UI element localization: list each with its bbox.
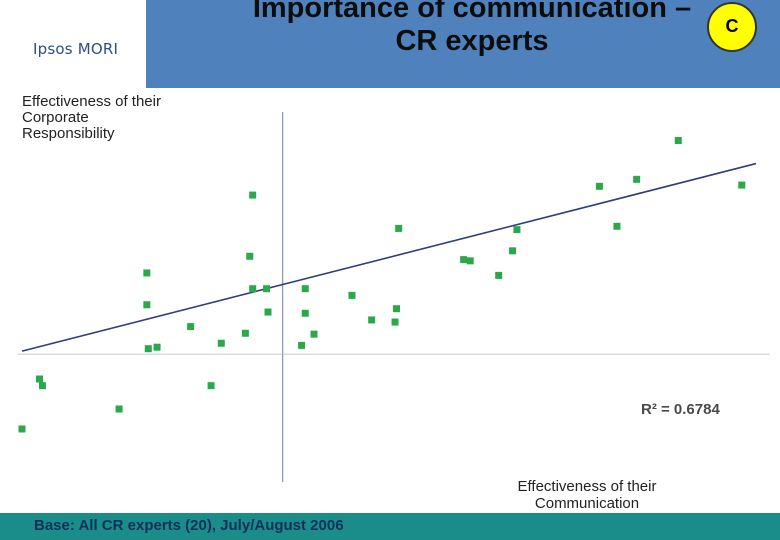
data-point-17 <box>264 308 272 316</box>
x-axis-label: Effectiveness of their Communication <box>518 478 657 512</box>
data-point-13 <box>246 252 254 260</box>
data-point-32 <box>595 182 603 190</box>
data-point-31 <box>513 226 521 234</box>
data-point-28 <box>466 257 474 265</box>
slide-title: Importance of communication – CR experts <box>242 0 702 58</box>
data-point-20 <box>301 285 309 293</box>
data-point-26 <box>395 224 403 232</box>
section-badge: C <box>707 2 757 52</box>
y-axis-label-line-2: Corporate <box>22 109 89 126</box>
data-point-36 <box>738 181 746 189</box>
ipsos-mori-logo: Ipsos MORI <box>33 40 119 58</box>
y-axis-label-line-1: Effectiveness of their <box>22 93 161 110</box>
r-squared-annotation: R² = 0.6784 <box>641 401 720 418</box>
data-point-33 <box>613 222 621 230</box>
y-axis-label-line-3: Responsibility <box>22 125 115 142</box>
data-point-23 <box>368 316 376 324</box>
footer-band: Base: All CR experts (20), July/August 2… <box>0 513 780 540</box>
data-point-15 <box>249 285 257 293</box>
data-point-9 <box>187 323 195 331</box>
trendline-group <box>21 162 757 352</box>
data-point-19 <box>301 309 309 317</box>
data-point-2 <box>36 375 44 383</box>
title-band: Importance of communication – CR experts <box>146 0 780 88</box>
slide-header: Ipsos MORI Importance of communication –… <box>0 0 780 88</box>
data-point-7 <box>144 345 152 353</box>
data-point-35 <box>674 137 682 145</box>
base-note: Base: All CR experts (20), July/August 2… <box>34 517 344 534</box>
data-point-22 <box>348 291 356 299</box>
data-point-29 <box>495 271 503 279</box>
logo-area: Ipsos MORI <box>0 0 144 88</box>
data-point-21 <box>310 330 318 338</box>
data-point-34 <box>633 175 641 183</box>
slide-title-line-2: CR experts <box>395 25 549 57</box>
data-points <box>18 137 746 433</box>
x-axis-label-line-2: Communication <box>535 495 639 512</box>
y-axis-label: Effectiveness of their Corporate Responsib… <box>22 93 161 142</box>
data-point-5 <box>143 269 151 277</box>
trendline <box>21 162 757 352</box>
data-point-18 <box>298 341 306 349</box>
slide-title-line-1: Importance of communication – <box>252 0 692 24</box>
reference-lines <box>18 112 770 482</box>
data-point-8 <box>153 343 161 351</box>
data-point-25 <box>392 305 400 313</box>
x-axis-label-line-1: Effectiveness of their <box>518 478 657 495</box>
data-point-6 <box>143 301 151 309</box>
data-point-14 <box>249 191 257 199</box>
data-point-24 <box>391 318 399 326</box>
data-point-30 <box>509 247 517 255</box>
data-point-4 <box>115 405 123 413</box>
data-point-16 <box>263 285 271 293</box>
data-point-10 <box>207 382 215 390</box>
data-point-12 <box>241 329 249 337</box>
data-point-27 <box>460 256 468 264</box>
data-point-11 <box>217 339 225 347</box>
data-point-1 <box>18 425 26 433</box>
data-point-3 <box>38 382 46 390</box>
